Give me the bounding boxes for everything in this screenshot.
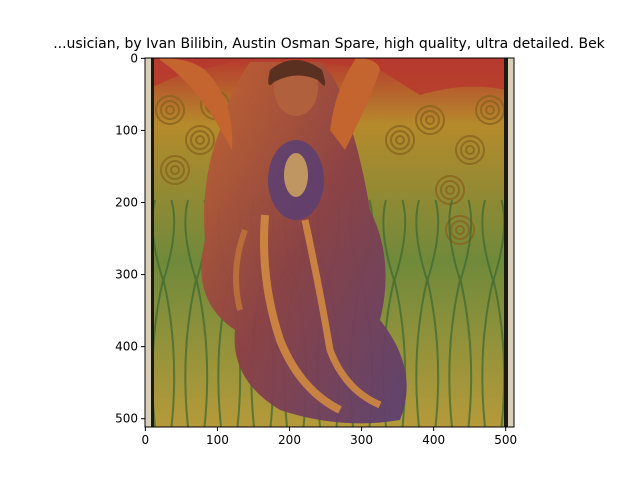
y-axis: 0 100 200 300 400 500 — [115, 51, 145, 426]
axes-frame — [144, 57, 515, 428]
tendril — [481, 199, 495, 427]
tendril — [184, 199, 198, 427]
swirl — [160, 100, 180, 120]
swirl — [185, 125, 215, 155]
swirl — [160, 155, 190, 185]
x-tick-label: 400 — [422, 433, 445, 447]
swirl — [385, 125, 415, 155]
x-tick-label: 0 — [142, 433, 150, 447]
swirl — [460, 140, 480, 160]
swirl — [435, 175, 465, 205]
painting-image — [145, 58, 514, 427]
swirl — [165, 105, 175, 115]
swirl — [465, 145, 475, 155]
tendril — [448, 199, 462, 427]
y-tick-label: 300 — [115, 268, 138, 282]
swirl — [450, 220, 470, 240]
swirl — [425, 115, 435, 125]
swirl — [485, 105, 495, 115]
swirl — [155, 95, 185, 125]
swirl — [195, 135, 205, 145]
y-tick-label: 500 — [115, 412, 138, 426]
swirl — [480, 100, 500, 120]
y-tick-label: 100 — [115, 123, 138, 137]
swirl — [170, 165, 180, 175]
x-axis: 0 100 200 300 400 500 — [142, 427, 517, 447]
swirl — [395, 135, 405, 145]
chart-title: ...usician, by Ivan Bilibin, Austin Osma… — [53, 36, 605, 52]
swirl — [445, 215, 475, 245]
y-tick-label: 200 — [115, 196, 138, 210]
tendril — [415, 199, 429, 427]
x-tick-label: 200 — [278, 433, 301, 447]
swirl — [455, 225, 465, 235]
swirl — [390, 130, 410, 150]
x-tick-label: 500 — [494, 433, 517, 447]
swirl — [420, 110, 440, 130]
tendril — [426, 199, 440, 427]
swirl — [415, 105, 445, 135]
swirl — [455, 135, 485, 165]
tendril — [162, 199, 176, 427]
x-tick-label: 300 — [350, 433, 373, 447]
swirl — [445, 185, 455, 195]
y-tick-label: 400 — [115, 340, 138, 354]
swirl — [440, 180, 460, 200]
x-tick-label: 100 — [206, 433, 229, 447]
tendril — [459, 199, 473, 427]
y-tick-label: 0 — [130, 51, 138, 65]
swirl — [165, 160, 185, 180]
swirl — [190, 130, 210, 150]
